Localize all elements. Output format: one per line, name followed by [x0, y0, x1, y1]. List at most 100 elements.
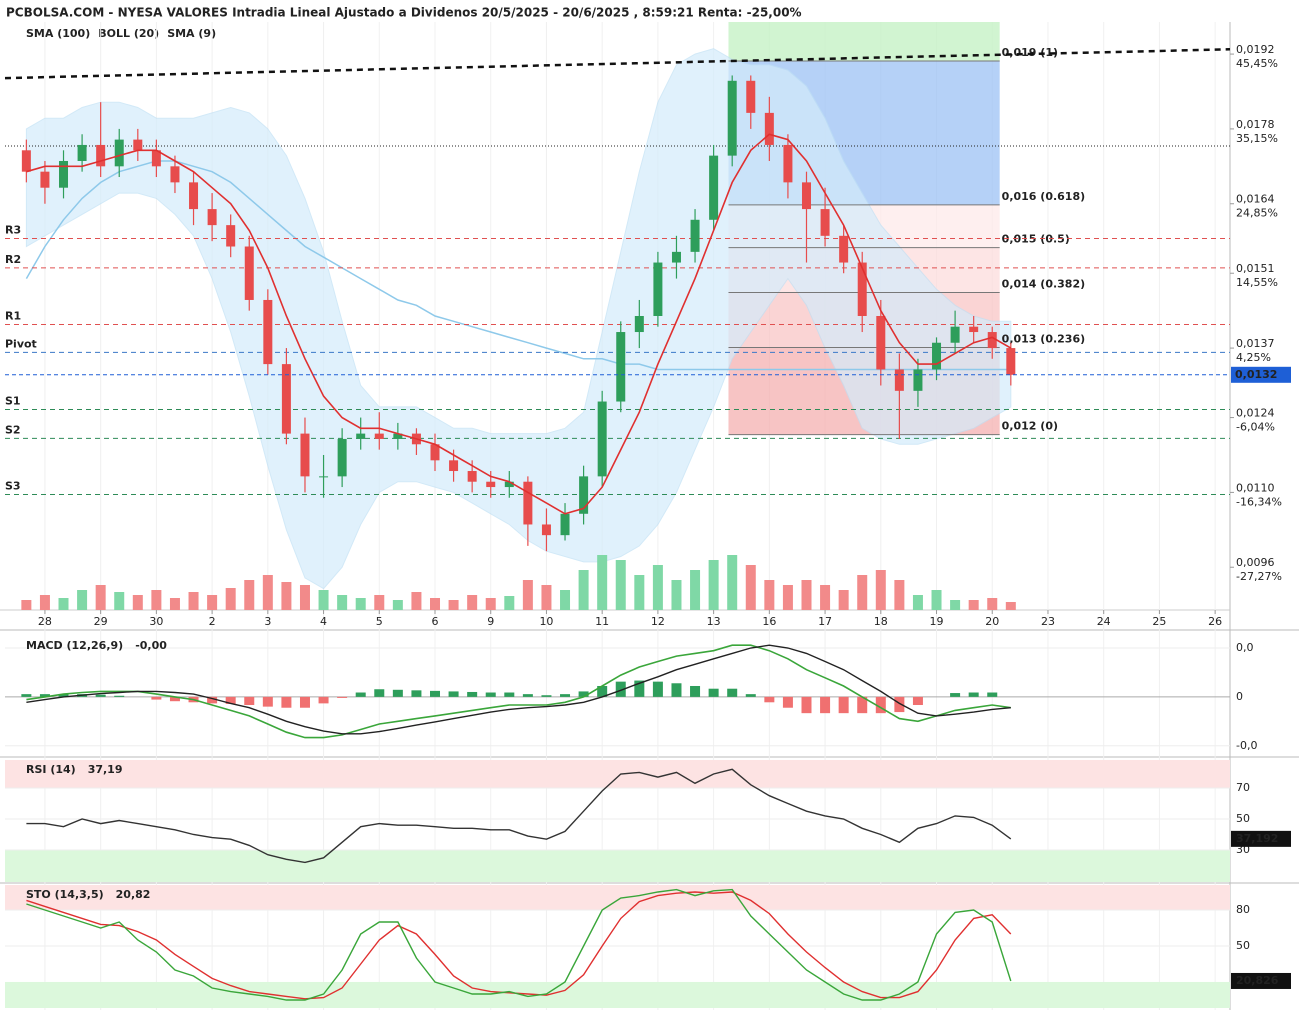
- x-tick-label: 6: [432, 615, 439, 628]
- volume-bar: [467, 595, 478, 610]
- volume-bar: [690, 570, 701, 610]
- volume-bar: [1005, 602, 1016, 610]
- fib-level-label: 0,012 (0): [1002, 420, 1058, 433]
- candle-body: [170, 166, 180, 183]
- macd-histogram-bar: [782, 696, 793, 708]
- y-tick-label: 0,0110: [1236, 481, 1275, 494]
- x-tick-label: 11: [595, 615, 609, 628]
- macd-histogram-bar: [318, 696, 329, 704]
- x-tick-label: 23: [1041, 615, 1055, 628]
- fib-level-label: 0,019 (1): [1002, 46, 1058, 59]
- x-tick-label: 26: [1208, 615, 1222, 628]
- x-tick-label: 25: [1152, 615, 1166, 628]
- last-price-box: [1231, 366, 1291, 383]
- last-value-label: 37,192: [1236, 832, 1278, 845]
- y-tick-return: -16,34%: [1236, 495, 1282, 508]
- volume-bar: [485, 598, 496, 610]
- candle-body: [857, 262, 867, 316]
- legend-entry: BOLL (20): [98, 27, 159, 40]
- x-tick-label: 18: [874, 615, 888, 628]
- volume-bar: [77, 590, 88, 610]
- panel-value: 20,82: [116, 888, 151, 901]
- volume-bar: [968, 600, 979, 610]
- volume-bar: [132, 595, 143, 610]
- volume-bar: [207, 595, 218, 610]
- overbought-band: [5, 760, 1230, 788]
- pivot-level-label: S1: [5, 395, 21, 408]
- y-tick-label: 0,0096: [1236, 556, 1275, 569]
- x-tick-label: 24: [1097, 615, 1111, 628]
- candle-body: [801, 182, 811, 210]
- volume-bar: [299, 585, 310, 610]
- panel-title: STO (14,3,5): [26, 888, 104, 901]
- volume-bar: [838, 590, 849, 610]
- volume-bar: [430, 598, 441, 610]
- candle-body: [189, 182, 199, 210]
- candle-body: [300, 433, 310, 477]
- volume-bar: [894, 580, 905, 610]
- macd-histogram-bar: [912, 696, 923, 706]
- fib-level-label: 0,015 (0.5): [1002, 233, 1070, 246]
- candle-body: [709, 155, 719, 220]
- volume-bar: [95, 585, 106, 610]
- oversold-band: [5, 850, 1230, 882]
- candle-body: [579, 476, 589, 514]
- candle-body: [467, 471, 477, 482]
- candle-body: [1006, 348, 1016, 375]
- macd-histogram-bar: [560, 694, 571, 697]
- volume-bar: [820, 585, 831, 610]
- volume-bar: [801, 580, 812, 610]
- y-tick-return: -6,04%: [1236, 421, 1275, 434]
- y-tick-label: 0,0137: [1236, 337, 1275, 350]
- candle-body: [337, 438, 347, 477]
- candle-body: [690, 219, 700, 252]
- volume-bar: [745, 565, 756, 610]
- candle-body: [523, 481, 533, 525]
- panel-value: -0,00: [135, 639, 167, 652]
- macd-histogram-bar: [262, 696, 273, 707]
- candle-body: [876, 316, 886, 370]
- candle-body: [950, 326, 960, 343]
- macd-histogram-bar: [281, 696, 292, 708]
- macd-histogram-bar: [169, 696, 180, 702]
- candle-body: [374, 433, 384, 439]
- pivot-level-label: R1: [5, 310, 21, 323]
- macd-histogram-bar: [745, 694, 756, 697]
- macd-histogram-bar: [485, 692, 496, 697]
- volume-bar: [931, 590, 942, 610]
- macd-histogram-bar: [615, 681, 626, 697]
- candle-body: [393, 433, 403, 439]
- x-tick-label: 9: [487, 615, 494, 628]
- rsi-line: [26, 768, 1012, 864]
- pivot-level-label: Pivot: [5, 337, 37, 350]
- volume-bar: [987, 598, 998, 610]
- y-tick-label: 0,0164: [1236, 193, 1275, 206]
- macd-histogram-bar: [244, 696, 255, 706]
- macd-histogram-bar: [838, 696, 849, 714]
- candle-body: [356, 433, 366, 439]
- volume-bar: [560, 590, 571, 610]
- macd-histogram-bar: [987, 692, 998, 697]
- candle-body: [671, 251, 681, 263]
- volume-bar: [21, 600, 32, 610]
- volume-bar: [634, 575, 645, 610]
- y-tick-return: 4,25%: [1236, 351, 1271, 364]
- x-tick-label: 28: [38, 615, 52, 628]
- y-tick-label: 0,0151: [1236, 262, 1275, 275]
- x-tick-label: 19: [930, 615, 944, 628]
- x-tick-label: 4: [320, 615, 327, 628]
- volume-bar: [597, 555, 608, 610]
- candle-body: [839, 235, 849, 263]
- candle-body: [541, 524, 551, 536]
- legend-entry: SMA (100): [26, 27, 90, 40]
- macd-histogram-bar: [114, 695, 125, 697]
- macd-histogram-bar: [448, 691, 459, 697]
- volume-bar: [114, 592, 125, 610]
- candle-body: [987, 332, 997, 349]
- macd-histogram-bar: [690, 685, 701, 697]
- volume-bar: [912, 595, 923, 610]
- candle-body: [40, 171, 50, 188]
- macd-histogram-bar: [299, 696, 310, 708]
- volume-bar: [578, 570, 589, 610]
- macd-histogram-bar: [950, 693, 961, 697]
